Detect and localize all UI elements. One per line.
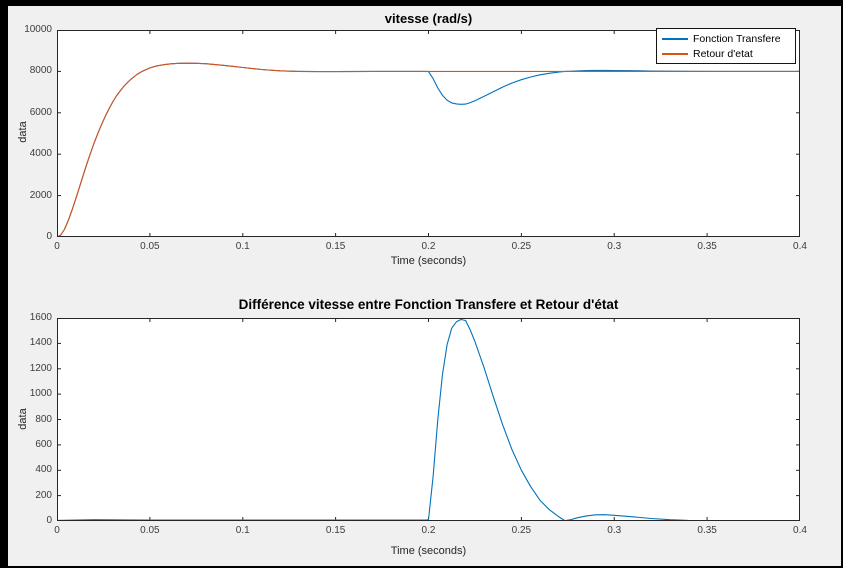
x-tick-label: 0.2 (421, 525, 436, 536)
x-tick-label: 0.4 (793, 525, 807, 536)
legend-label-fonction-transfere: Fonction Transfere (693, 32, 781, 45)
legend-line-sample-orange-icon (662, 52, 688, 55)
x-tick-label: 0.35 (697, 525, 717, 536)
x-tick-label: 0.25 (511, 241, 532, 252)
top-plot-canvas (57, 30, 800, 237)
y-tick-label: 4000 (29, 148, 52, 160)
x-tick-label: 0.05 (140, 525, 160, 536)
legend-label-retour-detat: Retour d'etat (693, 47, 753, 60)
x-tick-label: 0.05 (140, 241, 160, 252)
top-plot-area[interactable] (57, 30, 800, 237)
legend[interactable]: Fonction Transfere Retour d'etat (656, 28, 796, 64)
x-tick-label: 0.4 (793, 241, 807, 252)
y-tick-label: 8000 (29, 65, 52, 77)
x-tick-label: 0.25 (511, 525, 532, 536)
legend-entry-fonction-transfere[interactable]: Fonction Transfere (662, 32, 793, 45)
bottom-plot-area[interactable] (57, 318, 800, 521)
y-tick-label: 200 (35, 489, 52, 501)
y-tick-label: 800 (35, 413, 52, 425)
x-tick-label: 0.3 (607, 525, 622, 536)
x-tick-label: 0.15 (325, 241, 346, 252)
y-tick-label: 10000 (24, 24, 52, 35)
y-tick-label: 1000 (29, 388, 52, 400)
y-tick-label: 0 (46, 515, 52, 526)
x-tick-label: 0.2 (421, 241, 436, 252)
y-tick-label: 1200 (29, 362, 52, 374)
matlab-figure-canvas: vitesse (rad/s) data Time (seconds) Fonc… (8, 6, 841, 566)
x-tick-label: 0.15 (325, 525, 346, 536)
x-tick-label: 0 (54, 241, 60, 252)
y-tick-label: 1600 (29, 312, 52, 323)
y-tick-label: 2000 (29, 189, 52, 201)
y-tick-label: 600 (35, 438, 52, 450)
x-tick-label: 0.3 (607, 241, 622, 252)
x-tick-label: 0.1 (235, 241, 250, 252)
y-tick-label: 1400 (29, 337, 52, 349)
bottom-x-axis-label: Time (seconds) (390, 545, 467, 557)
x-tick-label: 0.35 (697, 241, 717, 252)
x-tick-label: 0 (54, 525, 60, 536)
top-chart: vitesse (rad/s) data Time (seconds) Fonc… (8, 6, 841, 566)
legend-entry-retour-detat[interactable]: Retour d'etat (662, 47, 793, 60)
y-tick-label: 400 (35, 464, 52, 476)
legend-line-sample-blue-icon (662, 37, 688, 40)
x-tick-label: 0.1 (235, 525, 250, 536)
y-tick-label: 6000 (29, 106, 52, 118)
bottom-chart-title: Différence vitesse entre Fonction Transf… (238, 297, 619, 312)
bottom-chart: Différence vitesse entre Fonction Transf… (8, 6, 841, 566)
y-tick-label: 0 (46, 231, 52, 242)
top-x-axis-label: Time (seconds) (390, 255, 467, 267)
top-chart-title: vitesse (rad/s) (384, 11, 473, 26)
bottom-plot-canvas (57, 318, 800, 521)
